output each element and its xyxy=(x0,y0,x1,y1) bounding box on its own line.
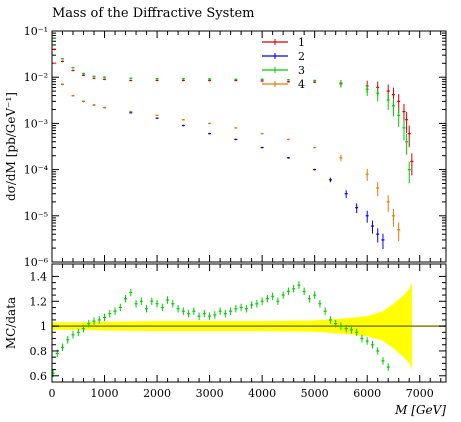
x-tick-label: 0 xyxy=(49,387,56,400)
x-tick-label: 7000 xyxy=(406,387,434,400)
ratio-y-axis-label: MC/data xyxy=(4,297,18,349)
legend-label-1: 1 xyxy=(298,36,305,49)
y-tick-label: 10⁻¹ xyxy=(24,25,48,38)
y-tick-label: 10⁻⁵ xyxy=(24,210,48,223)
main-plot-frame xyxy=(51,30,447,263)
x-tick-label: 5000 xyxy=(301,387,329,400)
y-tick-label: 10⁻³ xyxy=(24,117,48,130)
x-tick-label: 1000 xyxy=(91,387,119,400)
y-axis-label: dσ/dM [pb/GeV⁻¹] xyxy=(4,92,18,201)
ratio-series-3 xyxy=(52,281,390,378)
ratio-y-tick-label: 1 xyxy=(40,320,47,333)
series-2 xyxy=(53,62,385,250)
main-panel: Mass of the Diffractive System 10⁻⁶ 10⁻⁵ 10… xyxy=(4,6,447,269)
x-tick-label: 6000 xyxy=(353,387,381,400)
series-1 xyxy=(53,48,414,176)
y-tick-label: 10⁻² xyxy=(24,71,48,84)
series-4 xyxy=(53,62,401,242)
ratio-y-tick-label: 0.8 xyxy=(30,345,48,358)
ratio-plot-frame xyxy=(51,263,447,383)
legend-label-3: 3 xyxy=(298,64,305,77)
ratio-panel: 0.6 0.8 1 1.2 1.4 0 1000 2000 3000 4000 5000 6000 70… xyxy=(4,263,447,417)
series-3 xyxy=(53,37,411,184)
legend-label-4: 4 xyxy=(298,78,305,91)
legend-label-2: 2 xyxy=(298,50,305,63)
chart-title: Mass of the Diffractive System xyxy=(52,6,255,21)
ratio-y-tick-label: 0.6 xyxy=(30,370,48,383)
ratio-y-tick-label: 1.2 xyxy=(30,295,48,308)
x-tick-label: 2000 xyxy=(143,387,171,400)
y-tick-label: 10⁻⁴ xyxy=(24,164,49,177)
y-tick-label: 10⁻⁶ xyxy=(24,256,49,269)
ratio-y-tick-label: 1.4 xyxy=(30,270,48,283)
x-tick-label: 3000 xyxy=(196,387,224,400)
x-tick-label: 4000 xyxy=(248,387,276,400)
x-axis-label: M [GeV] xyxy=(394,403,446,417)
